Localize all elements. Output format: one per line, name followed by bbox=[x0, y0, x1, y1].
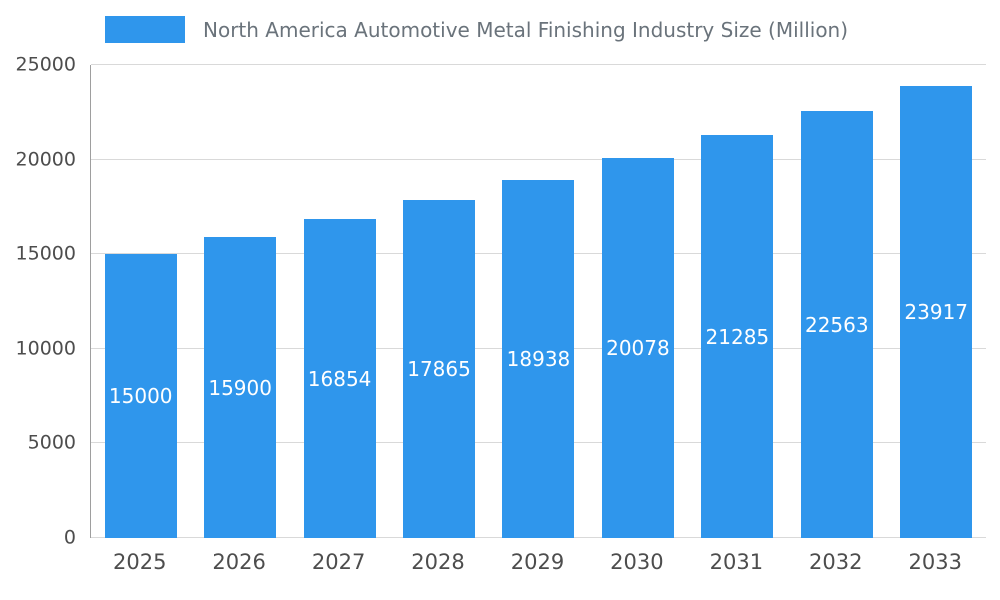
chart-title: North America Automotive Metal Finishing… bbox=[203, 17, 849, 42]
bar-slot: 18938 bbox=[489, 65, 588, 538]
bar-2026[interactable]: 15900 bbox=[204, 237, 277, 538]
bar-2032[interactable]: 22563 bbox=[800, 111, 873, 538]
bar-2027[interactable]: 16854 bbox=[303, 219, 376, 538]
bar-2029[interactable]: 18938 bbox=[502, 179, 575, 538]
x-tick-label: 2026 bbox=[212, 550, 266, 574]
bar-2028[interactable]: 17865 bbox=[403, 200, 476, 538]
legend: North America Automotive Metal Finishing… bbox=[105, 16, 848, 43]
y-tick-label: 0 bbox=[63, 526, 76, 549]
y-tick-label: 20000 bbox=[15, 148, 76, 171]
bar-slot: 16854 bbox=[290, 65, 389, 538]
bar-value-label: 15000 bbox=[108, 384, 173, 409]
x-tick-label: 2032 bbox=[809, 550, 863, 574]
plot-area: 15000 15900 16854 17865 18938 20078 21285 22563… bbox=[90, 64, 986, 538]
legend-swatch bbox=[105, 16, 185, 43]
bar-value-label: 18938 bbox=[506, 346, 571, 371]
bar-2030[interactable]: 20078 bbox=[601, 158, 674, 538]
bar-value-label: 15900 bbox=[208, 375, 272, 400]
x-tick-label: 2033 bbox=[908, 550, 962, 574]
bar-slot: 22563 bbox=[787, 65, 886, 538]
gridline bbox=[91, 64, 986, 65]
bar-slot: 21285 bbox=[688, 65, 787, 538]
x-tick-label: 2025 bbox=[112, 550, 167, 574]
gridline bbox=[91, 158, 986, 160]
x-tick-label: 2031 bbox=[709, 550, 764, 574]
bar-value-label: 21285 bbox=[705, 324, 770, 349]
bar-value-label: 16854 bbox=[307, 366, 372, 391]
bar-2031[interactable]: 21285 bbox=[701, 135, 774, 538]
x-tick-label: 2030 bbox=[610, 550, 664, 574]
bar-value-label: 17865 bbox=[407, 357, 471, 381]
bar-slot: 17865 bbox=[389, 65, 488, 538]
bar-slot: 15000 bbox=[91, 65, 190, 538]
bar-2025[interactable]: 15000 bbox=[104, 254, 177, 538]
bar-value-label: 23917 bbox=[904, 299, 969, 324]
x-tick-label: 2027 bbox=[311, 550, 366, 574]
y-tick-label: 15000 bbox=[15, 242, 76, 265]
bar-2033[interactable]: 23917 bbox=[900, 85, 973, 538]
bar-value-label: 20078 bbox=[606, 336, 670, 361]
x-tick-label: 2028 bbox=[411, 550, 465, 574]
x-tick-label: 2029 bbox=[510, 550, 565, 574]
y-tick-label: 10000 bbox=[15, 337, 76, 360]
y-axis: 0 5000 10000 15000 20000 25000 bbox=[0, 55, 82, 547]
bar-slot: 20078 bbox=[588, 65, 687, 538]
y-tick-label: 25000 bbox=[15, 53, 76, 76]
bar-slot: 15900 bbox=[190, 65, 289, 538]
x-axis: 2025 2026 2027 2028 2029 2030 2031 2032 2033 bbox=[90, 550, 985, 584]
bars-container: 15000 15900 16854 17865 18938 20078 21285 22563… bbox=[91, 65, 986, 538]
bar-slot: 23917 bbox=[887, 65, 986, 538]
bar-value-label: 22563 bbox=[804, 312, 869, 337]
y-tick-label: 5000 bbox=[27, 431, 76, 454]
